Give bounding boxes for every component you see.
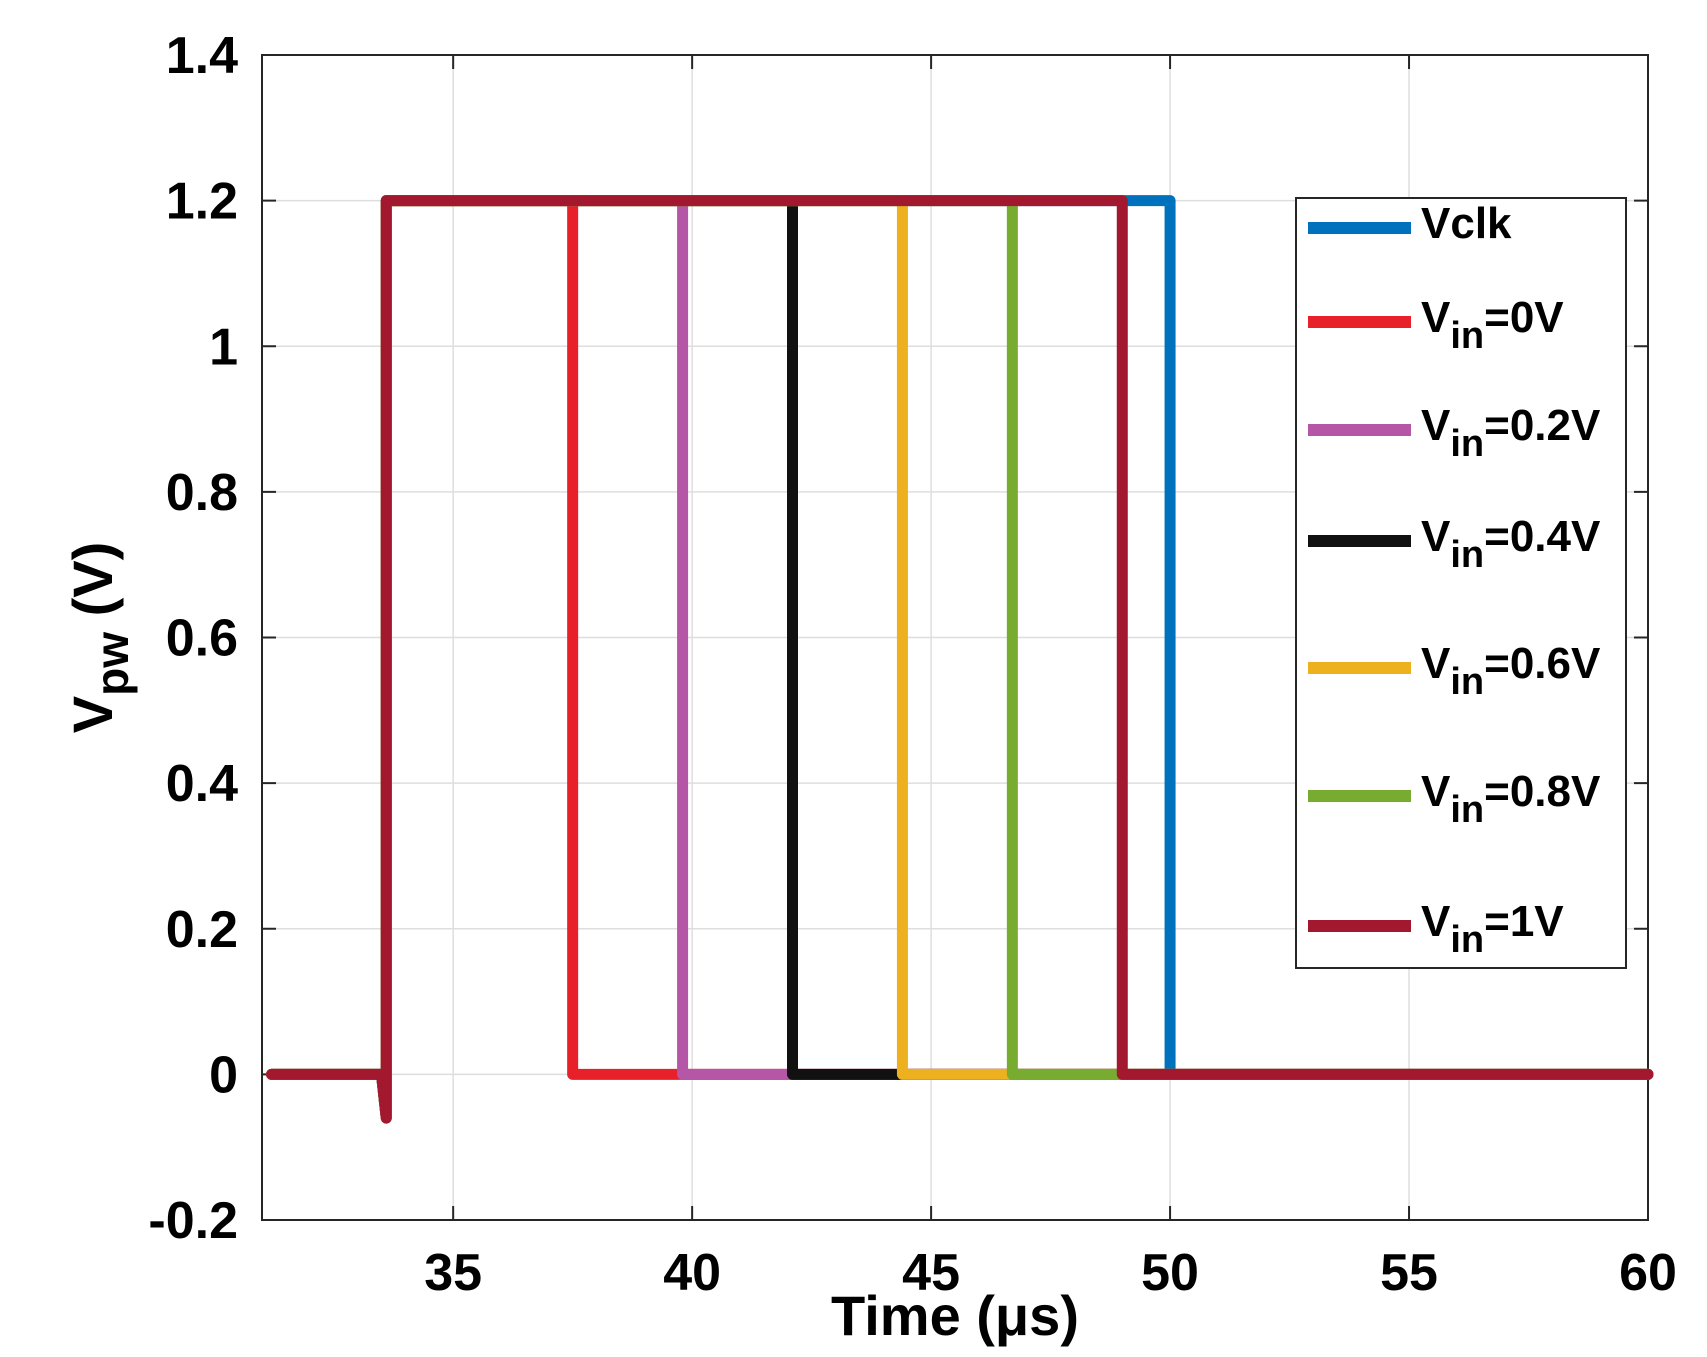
legend-label: Vin=0V (1421, 293, 1564, 357)
y-tick-label: 1 (209, 318, 238, 376)
y-tick-label: -0.2 (148, 1192, 238, 1250)
legend-label: Vin=1V (1421, 897, 1564, 961)
x-axis-title: Time (μs) (831, 1284, 1079, 1347)
y-tick-label: 1.4 (166, 27, 238, 85)
y-tick-label: 0 (209, 1046, 238, 1104)
y-axis-title-main: V (61, 696, 124, 733)
y-tick-label: 0.4 (166, 755, 238, 813)
legend-label: Vin=0.4V (1421, 512, 1601, 576)
y-tick-label: 1.2 (166, 173, 238, 231)
y-tick-label: 0.2 (166, 901, 238, 959)
y-tick-label: 0.6 (166, 610, 238, 668)
legend-label: Vin=0.8V (1421, 767, 1601, 831)
legend: Vclk Vin=0V Vin=0.2V Vin=0.4V Vin=0.6V Vin=0.… (1295, 197, 1627, 969)
series-line-vin-1v (266, 195, 1654, 1124)
x-tick-label: 45 (902, 1244, 960, 1302)
x-tick-label: 60 (1619, 1244, 1677, 1302)
y-axis-title: Vpw (V) (61, 542, 138, 733)
y-axis-title-unit: (V) (61, 542, 124, 632)
x-tick-label: 55 (1380, 1244, 1438, 1302)
y-tick-label: 0.8 (166, 464, 238, 522)
y-axis-title-sub: pw (86, 632, 138, 696)
legend-label: Vclk (1421, 199, 1512, 248)
legend-label: Vin=0.6V (1421, 639, 1601, 703)
legend-label: Vin=0.2V (1421, 401, 1601, 465)
legend-box (1295, 197, 1627, 969)
x-tick-label: 35 (424, 1244, 482, 1302)
x-tick-label: 50 (1141, 1244, 1199, 1302)
series-lines (266, 195, 1654, 1124)
x-tick-label: 40 (663, 1244, 721, 1302)
ticks: 35 40 45 50 55 60 -0.2 0 0.2 0.4 0.6 0.8 1 1.2 1.4 (148, 27, 1677, 1302)
